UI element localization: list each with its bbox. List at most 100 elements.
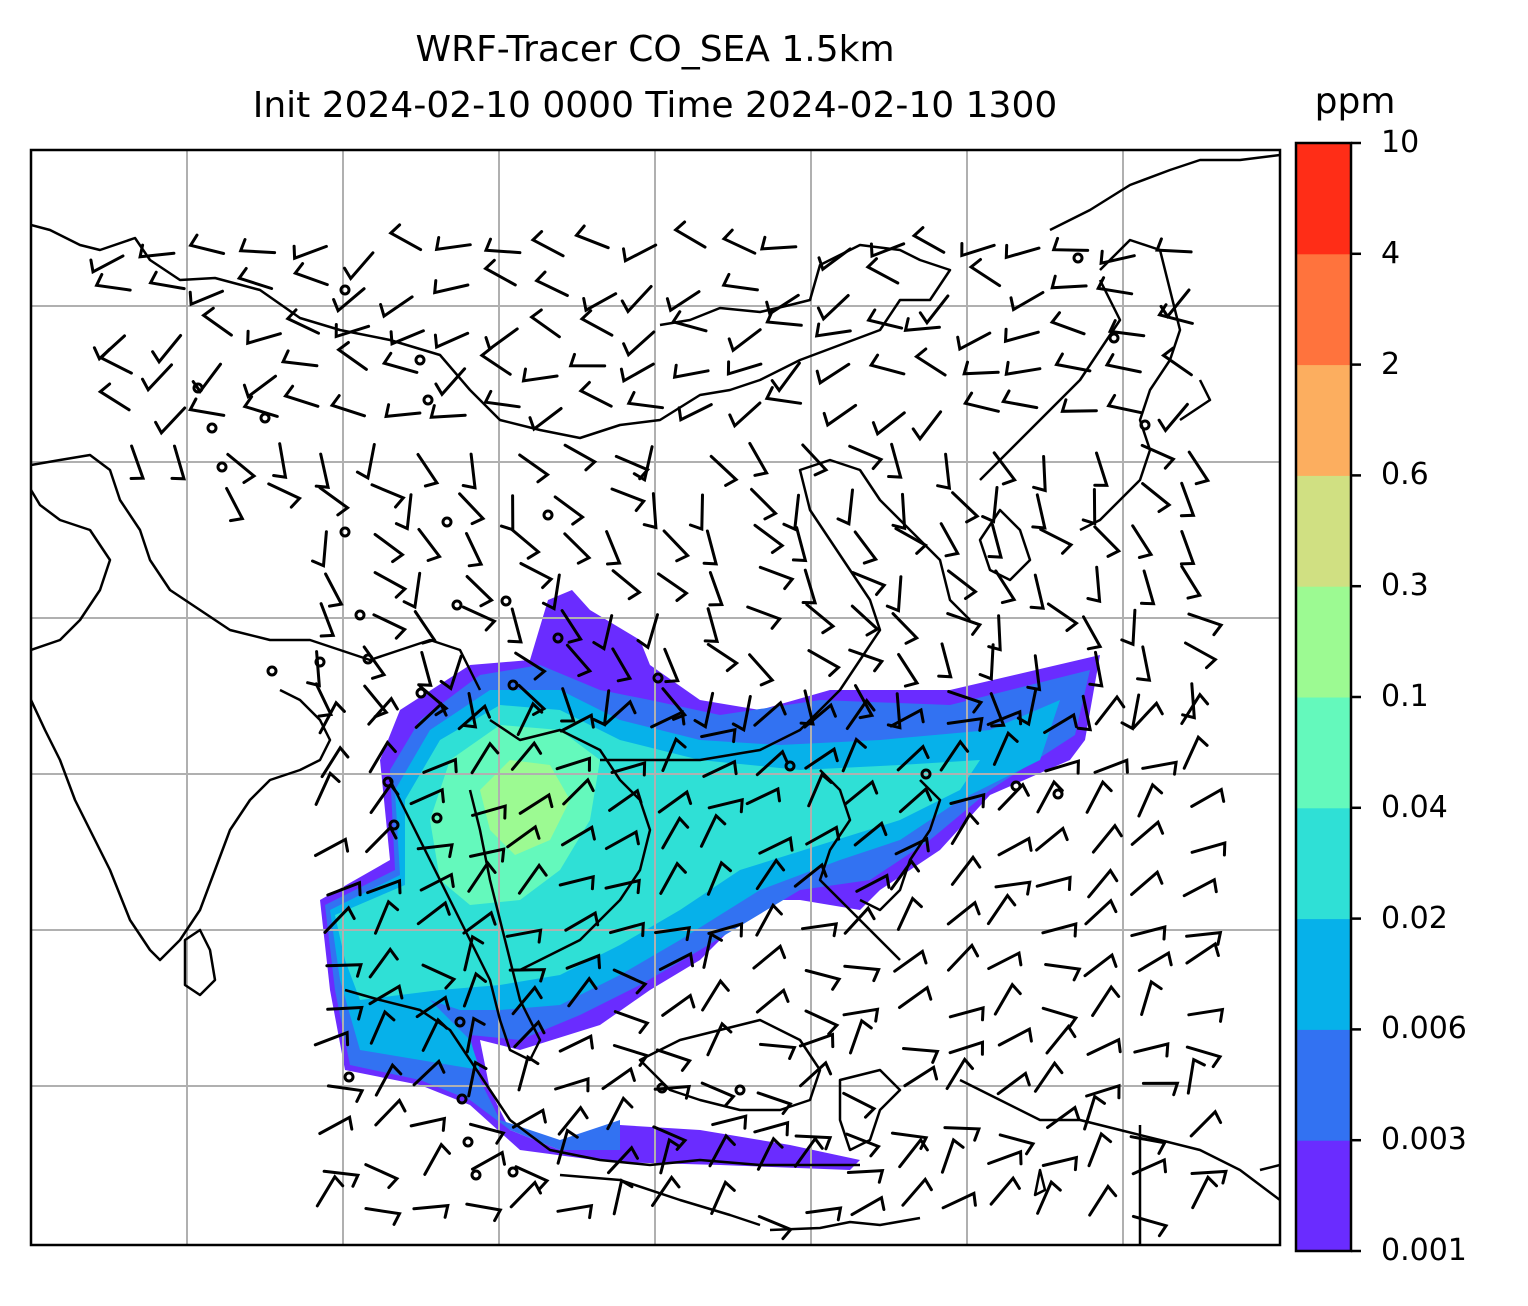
wind-barb bbox=[609, 921, 645, 938]
wind-barb bbox=[890, 858, 920, 891]
wind-barb bbox=[94, 273, 132, 292]
wind-barb bbox=[896, 744, 930, 772]
wind-barb bbox=[1131, 700, 1164, 730]
wind-barb bbox=[891, 612, 920, 645]
wind-barb bbox=[242, 374, 277, 400]
wind-barb bbox=[1039, 527, 1074, 555]
wind-barb bbox=[673, 220, 707, 249]
wind-barb bbox=[463, 934, 485, 972]
wind-barb bbox=[433, 279, 470, 295]
wind-barb bbox=[654, 926, 692, 942]
wind-barb bbox=[334, 323, 371, 339]
wind-barb bbox=[659, 861, 687, 895]
wind-barb bbox=[326, 1005, 364, 1021]
wind-barb bbox=[413, 610, 437, 645]
wind-barb bbox=[612, 1044, 650, 1067]
wind-barb bbox=[409, 787, 445, 806]
wind-barb bbox=[759, 235, 798, 251]
wind-barb bbox=[601, 1066, 636, 1090]
calm-wind-marker bbox=[1010, 780, 1022, 792]
wind-barb bbox=[1043, 712, 1078, 734]
colorbar-band bbox=[1296, 1029, 1351, 1141]
wind-barb bbox=[417, 527, 442, 562]
wind-barb bbox=[568, 352, 607, 368]
wind-barb bbox=[613, 1010, 650, 1035]
wind-barb bbox=[702, 931, 723, 969]
wind-barb bbox=[746, 605, 783, 630]
wind-barb bbox=[1140, 443, 1176, 470]
wind-barb bbox=[850, 604, 880, 637]
wind-barb bbox=[981, 486, 999, 524]
wind-barb bbox=[373, 532, 405, 564]
calm-wind-marker bbox=[422, 394, 434, 406]
wind-barb bbox=[947, 942, 980, 972]
wind-barb bbox=[721, 228, 757, 255]
wind-barb bbox=[462, 692, 478, 729]
wind-barb bbox=[510, 740, 543, 771]
wind-barb bbox=[756, 1136, 784, 1171]
calm-wind-marker bbox=[542, 509, 554, 521]
wind-barb bbox=[513, 1019, 546, 1049]
wind-barb bbox=[843, 905, 876, 935]
wind-barb bbox=[894, 527, 929, 555]
wind-barb bbox=[329, 394, 366, 418]
wind-barb bbox=[292, 244, 328, 261]
wind-barb bbox=[1157, 303, 1194, 325]
wind-barb bbox=[1185, 930, 1223, 946]
wind-barb bbox=[1130, 819, 1165, 846]
calm-wind-marker bbox=[343, 1071, 355, 1083]
calm-wind-marker bbox=[462, 1136, 474, 1148]
wind-barb bbox=[416, 453, 440, 488]
wind-barb bbox=[799, 689, 815, 726]
wind-barb bbox=[517, 684, 547, 716]
wind-barb bbox=[793, 1136, 824, 1168]
calm-wind-marker bbox=[652, 672, 664, 684]
wind-barb bbox=[563, 443, 598, 472]
wind-barb bbox=[885, 575, 903, 613]
wind-barb bbox=[318, 486, 351, 517]
wind-barb bbox=[804, 1009, 840, 1036]
wind-barb bbox=[898, 985, 933, 1009]
wind-barb bbox=[98, 347, 133, 375]
wind-barb bbox=[902, 1047, 940, 1064]
wind-barb bbox=[604, 829, 640, 850]
wind-barb bbox=[721, 272, 759, 292]
wind-barb bbox=[748, 441, 769, 477]
wind-barb bbox=[805, 1206, 843, 1222]
wind-barb bbox=[343, 251, 375, 282]
wind-barb bbox=[1086, 565, 1102, 604]
calm-wind-marker bbox=[415, 687, 427, 699]
wind-barb bbox=[148, 270, 186, 291]
wind-barb bbox=[1051, 236, 1090, 252]
wind-barb bbox=[1044, 963, 1082, 982]
colorbar-band bbox=[1296, 364, 1351, 476]
wind-barb bbox=[661, 993, 696, 1017]
wind-barb bbox=[457, 703, 491, 731]
wind-barb bbox=[530, 230, 565, 258]
wind-barb bbox=[710, 1179, 736, 1215]
calm-wind-marker bbox=[259, 412, 271, 424]
wind-barb bbox=[1036, 779, 1064, 814]
wind-barb bbox=[1136, 645, 1152, 682]
wind-barb bbox=[1140, 569, 1156, 606]
wind-barb bbox=[1082, 615, 1103, 651]
wind-barb bbox=[866, 308, 904, 330]
wind-barb bbox=[949, 792, 986, 809]
wind-barb bbox=[1180, 564, 1203, 600]
wind-barb bbox=[465, 1202, 503, 1223]
wind-barb bbox=[805, 603, 836, 635]
wind-barb bbox=[803, 702, 837, 729]
wind-barb bbox=[578, 380, 613, 408]
wind-barb bbox=[364, 1207, 402, 1226]
colorbar-tick-label: 0.02 bbox=[1381, 900, 1448, 936]
wind-barb bbox=[1154, 237, 1193, 254]
wind-barb bbox=[611, 647, 633, 683]
wind-barb bbox=[782, 493, 800, 532]
wind-barb bbox=[469, 1122, 506, 1145]
wind-barb bbox=[699, 813, 727, 848]
wind-barb bbox=[727, 328, 762, 353]
wind-barb bbox=[368, 983, 404, 1006]
colorbar-tick-label: 0.003 bbox=[1381, 1122, 1467, 1158]
wind-barb bbox=[563, 532, 592, 565]
